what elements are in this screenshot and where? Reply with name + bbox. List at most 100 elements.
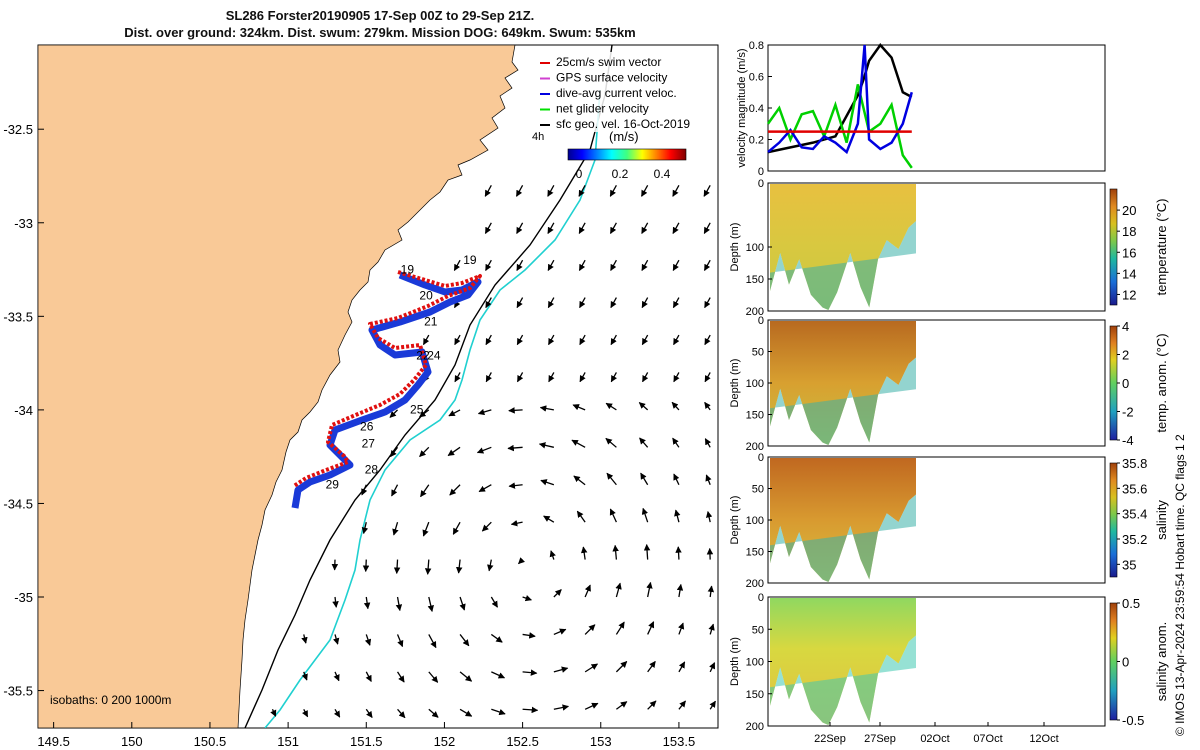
- glider-track-swim: [292, 270, 482, 488]
- figure-title-line1: SL286 Forster20190905 17-Sep 00Z to 29-S…: [225, 8, 535, 23]
- colorbar-label: salinity anom.: [1154, 622, 1169, 701]
- colorbar-tick-label: 20: [1122, 203, 1136, 218]
- map-y-tick-label: -35.5: [3, 684, 33, 699]
- velocity-arrow: [640, 472, 649, 486]
- velocity-arrow: [609, 185, 617, 197]
- land-mass: [38, 45, 519, 728]
- velocity-arrow: [477, 408, 492, 416]
- colorbar-units-label: (m/s): [609, 129, 639, 144]
- colorbar-tick-0: 0: [576, 167, 583, 181]
- velocity-arrow: [363, 596, 371, 610]
- section-y-tick-label: 50: [752, 347, 764, 359]
- colorbar-label: temperature (°C): [1154, 199, 1169, 296]
- velocity-arrow: [365, 708, 373, 719]
- map-x-tick-label: 153: [590, 734, 612, 749]
- velocity-arrow: [453, 259, 461, 272]
- velocity-y-tick-label: 0.6: [749, 72, 764, 84]
- velocity-arrow: [481, 521, 492, 532]
- day-label: 24: [427, 348, 441, 362]
- map-x-ticks: 149.5 150 150.5 151 151.5 152 152.5 153 153.5: [37, 722, 695, 749]
- velocity-arrow: [508, 482, 523, 489]
- velocity-arrow: [641, 297, 649, 309]
- day-label: 27: [362, 436, 376, 450]
- velocity-frame: [767, 44, 1106, 172]
- velocity-arrow: [516, 372, 524, 383]
- velocity-arrow: [704, 297, 711, 309]
- section-deep-layer: [770, 221, 916, 310]
- section-ylabel: Depth (m): [729, 223, 741, 272]
- map-y-tick-label: -34: [14, 403, 33, 418]
- velocity-arrow: [543, 515, 555, 523]
- section-y-tick-label: 200: [746, 721, 764, 733]
- section-y-tick-label: 0: [758, 315, 764, 327]
- velocity-arrow: [538, 442, 555, 449]
- imos-credit-note: © IMOS 13-Apr-2024 23:59:54 Hobart time.…: [1173, 434, 1187, 736]
- velocity-arrow: [332, 596, 339, 608]
- colorbar-tick-1: 0.2: [612, 167, 629, 181]
- velocity-arrow: [704, 372, 711, 383]
- isobath-1000m: [264, 89, 601, 728]
- velocity-arrow: [424, 559, 432, 575]
- colorbar-tick-label: 2: [1122, 348, 1129, 363]
- velocity-arrow: [428, 634, 437, 649]
- velocity-arrow: [270, 709, 277, 717]
- velocity-panel: 0 0.2 0.4 0.6 0.8 velocity magnitude (m/s): [736, 40, 1106, 178]
- time-x-tick-label: 27Sep: [864, 733, 896, 745]
- velocity-arrow: [396, 671, 405, 683]
- time-x-tick-label: 02Oct: [920, 733, 949, 745]
- velocity-arrow: [522, 632, 536, 639]
- velocity-arrow: [609, 222, 617, 234]
- velocity-arrow: [508, 407, 523, 414]
- velocity-arrow: [540, 479, 555, 486]
- velocity-arrow: [507, 444, 523, 452]
- velocity-arrow: [703, 259, 711, 272]
- velocity-arrow: [454, 372, 461, 383]
- velocity-arrow: [610, 372, 617, 383]
- section-panel-1: 0 100 150 200 Depth (m) 20 18 16 14 12 temperature…: [729, 178, 1169, 318]
- velocity-arrow: [361, 522, 369, 535]
- velocity-series-line: [767, 42, 913, 154]
- velocity-arrow: [516, 222, 524, 234]
- velocity-arrow: [553, 628, 567, 636]
- section-ylabel: Depth (m): [729, 496, 741, 545]
- map-y-tick-label: -32.5: [3, 122, 33, 137]
- velocity-arrow: [396, 634, 404, 648]
- velocity-arrow: [452, 521, 461, 535]
- velocity-arrow: [476, 446, 492, 454]
- velocity-arrow: [641, 334, 649, 346]
- time-x-tick-label: 22Sep: [814, 733, 846, 745]
- velocity-arrow: [643, 543, 651, 560]
- velocity-arrow: [485, 259, 492, 272]
- velocity-arrow: [448, 409, 461, 417]
- velocity-y-tick-label: 0.8: [749, 40, 764, 52]
- velocity-arrow: [672, 437, 680, 448]
- velocity-arrow: [333, 634, 340, 645]
- section-y-tick-label: 0: [758, 592, 764, 604]
- velocity-arrow: [610, 259, 617, 272]
- day-label: 25: [410, 403, 424, 417]
- colorbar-tick-label: 35.4: [1122, 507, 1147, 522]
- figure-title-line2: Dist. over ground: 324km. Dist. swum: 27…: [124, 25, 636, 40]
- velocity-arrow: [549, 550, 556, 560]
- velocity-arrow: [579, 372, 586, 383]
- section-y-tick-label: 150: [746, 547, 764, 559]
- day-label: 28: [365, 463, 379, 477]
- velocity-arrow: [459, 596, 466, 611]
- colorbar-tick-label: -2: [1122, 405, 1134, 420]
- velocity-arrow: [609, 508, 617, 523]
- velocity-arrow: [301, 708, 309, 718]
- colorbar-tick-2: 0.4: [654, 167, 671, 181]
- isobaths-label: isobaths: 0 200 1000m: [50, 693, 171, 707]
- legend-label: 25cm/s swim vector: [556, 55, 661, 69]
- day-label: 19: [463, 253, 477, 267]
- velocity-arrow: [641, 259, 649, 272]
- velocity-arrow: [615, 582, 622, 598]
- velocity-arrow: [485, 297, 492, 309]
- velocity-arrow: [605, 437, 617, 448]
- velocity-arrow: [584, 663, 599, 673]
- map-x-tick-label: 153.5: [663, 734, 696, 749]
- velocity-arrow: [422, 521, 430, 537]
- velocity-arrow: [422, 334, 430, 346]
